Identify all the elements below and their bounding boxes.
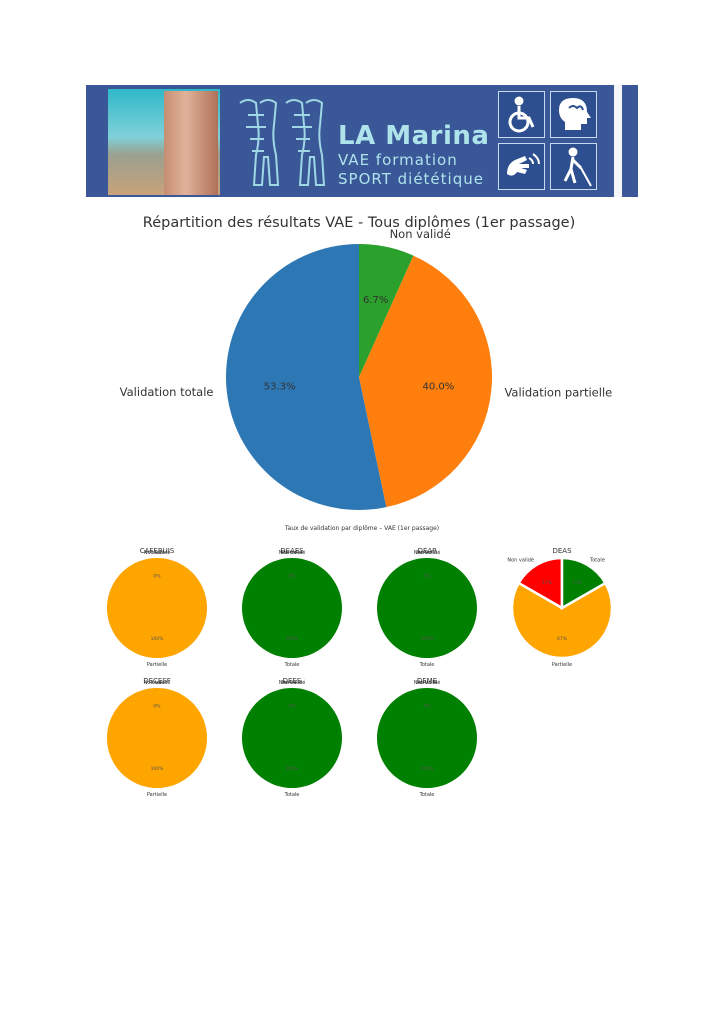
main-pie-slices: [225, 244, 492, 511]
pie-category-label-totale: Totale: [419, 662, 435, 668]
diploma-title: DECESF: [143, 677, 171, 685]
pie-category-label-totale: Totale: [149, 680, 165, 686]
pie-slice-totale: [560, 556, 608, 611]
pie-category-label-validation-partielle: Validation partielle: [504, 386, 612, 400]
pie-value-label: 0%: [423, 574, 431, 580]
wheelchair-icon: [498, 91, 545, 138]
pie-category-label-totale: Totale: [284, 662, 300, 668]
diploma-title: DEAS: [552, 547, 572, 555]
pie-category-label-totale: Totale: [589, 558, 605, 564]
pie-value-label: 17%: [542, 580, 553, 586]
pie-slice-totale: [241, 558, 342, 658]
pie-slice-validation-totale: [225, 244, 387, 511]
diploma-pie-grid: Taux de validation par diplôme – VAE (1e…: [106, 525, 614, 798]
pie-category-label-non-valide: Non validé: [414, 679, 441, 686]
pie-slice-validation-partielle: [359, 255, 492, 508]
pie-value-label: 100%: [421, 636, 435, 642]
pie-category-label-partielle: Partielle: [147, 662, 167, 668]
brand-block: LA Marina VAE formation SPORT diététique: [338, 121, 489, 189]
pie-slice-partielle: [106, 558, 207, 658]
pie-category-label-non-valide: Non validé: [279, 549, 306, 556]
body-maze-logo: [239, 99, 326, 186]
pie-value-label: 0%: [288, 574, 296, 580]
diploma-title: CAFERUIS: [140, 547, 175, 555]
pie-category-label-totale: Totale: [149, 550, 165, 556]
pie-category-label-validation-totale: Validation totale: [120, 385, 214, 399]
blind-cane-icon: [550, 143, 597, 190]
pie-value-label: 0%: [288, 704, 296, 710]
chart-title: Répartition des résultats VAE - Tous dip…: [143, 215, 575, 231]
pie-category-label-non-valide: Non validé: [144, 549, 171, 556]
header-banner: LA Marina VAE formation SPORT diététique: [86, 85, 638, 197]
pie-category-label-totale: Totale: [284, 792, 300, 798]
pie-slice-partielle: [106, 688, 207, 788]
pie-category-label-partielle: Partielle: [147, 792, 167, 798]
pie-category-label-partielle: Partielle: [552, 662, 572, 668]
pie-category-label-non-valide: Non validé: [144, 679, 171, 686]
diploma-title: DEME: [417, 677, 437, 685]
pie-value-label: 100%: [286, 766, 300, 772]
pie-value-label: 0%: [153, 574, 161, 580]
pie-value-label: 100%: [286, 636, 300, 642]
pie-category-label-non-valide: Non validé: [390, 227, 451, 241]
pie-value-label: 100%: [151, 766, 165, 772]
pie-value-label-validation-partielle: 40.0%: [422, 382, 454, 393]
main-pie-chart: Répartition des résultats VAE - Tous dip…: [120, 215, 613, 511]
pie-value-label-non-valide: 6.7%: [363, 295, 388, 306]
sign-language-icon: [498, 143, 545, 190]
brand-line-1: VAE formation: [338, 151, 458, 169]
pie-category-label-non-valide: Non validé: [279, 679, 306, 686]
brand-title: LA Marina: [338, 121, 490, 151]
pie-category-label-totale: Totale: [419, 792, 435, 798]
pie-value-label: 100%: [421, 766, 435, 772]
diploma-title: DEES: [283, 677, 302, 685]
main-pie-labels: 53.3% Validation totale 40.0% Validation pa…: [120, 227, 613, 400]
banner-stripe: [614, 85, 622, 197]
pie-category-label-non-valide: Non validé: [414, 549, 441, 556]
brand-line-2: SPORT diététique: [338, 170, 484, 188]
pie-category-label-partielle: Partielle: [282, 680, 302, 686]
accessibility-icons: [498, 91, 598, 191]
pie-category-label-partielle: Partielle: [417, 550, 437, 556]
pie-value-label: 67%: [557, 636, 568, 642]
pie-slice-totale: [241, 688, 342, 788]
grid-title: Taux de validation par diplôme – VAE (1e…: [284, 525, 439, 532]
pie-slice-totale: [376, 558, 477, 658]
diploma-pie-deas: DEAS 17% Non validé 67% Partielle 17% Totale: [507, 547, 614, 668]
pie-value-label: 0%: [423, 704, 431, 710]
pie-slice-non-valide: [359, 244, 414, 377]
pie-value-label: 17%: [572, 580, 583, 586]
pie-category-label-partielle: Partielle: [417, 680, 437, 686]
pie-value-label: 100%: [151, 636, 165, 642]
pie-slice-partielle: [510, 581, 614, 660]
pie-category-label-partielle: Partielle: [282, 550, 302, 556]
diploma-title: DEAP: [418, 547, 437, 555]
diploma-title: DEAES: [280, 547, 304, 555]
pie-category-label-non-valide: Non validé: [507, 557, 534, 564]
pie-value-label-validation-totale: 53.3%: [264, 381, 296, 392]
portrait-photo: [164, 91, 218, 195]
pie-value-label: 0%: [153, 704, 161, 710]
head-brain-icon: [550, 91, 597, 138]
pie-slice-totale: [376, 688, 477, 788]
